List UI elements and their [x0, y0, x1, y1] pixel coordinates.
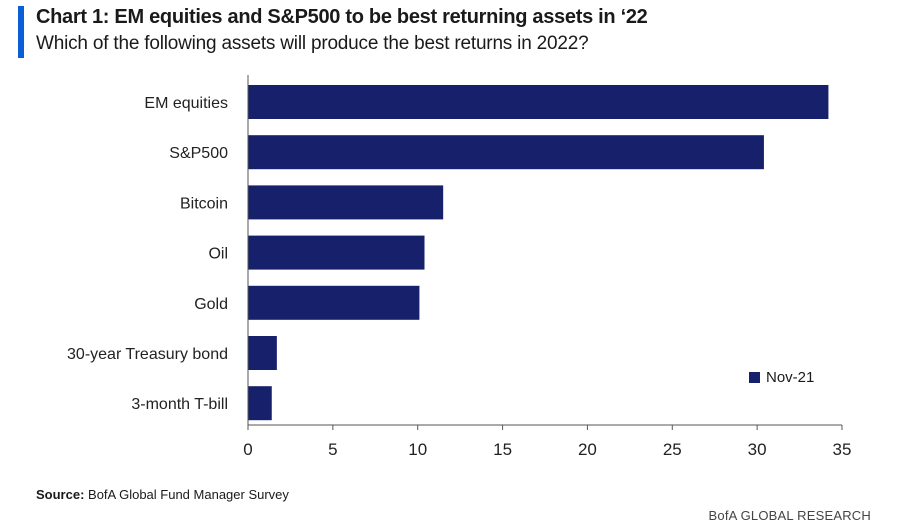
chart-subtitle: Which of the following assets will produ…: [36, 33, 589, 54]
bar: [248, 135, 764, 170]
x-tick-label: 15: [493, 440, 512, 459]
bar: [248, 386, 272, 421]
source-note: Source: BofA Global Fund Manager Survey: [36, 487, 289, 502]
chart-title: Chart 1: EM equities and S&P500 to be be…: [36, 6, 648, 28]
title-accent-bar: [18, 6, 24, 58]
brand-label: BofA GLOBAL RESEARCH: [708, 508, 871, 523]
x-tick-label: 5: [328, 440, 337, 459]
x-tick-label: 20: [578, 440, 597, 459]
x-tick-label: 30: [748, 440, 767, 459]
category-label: EM equities: [144, 95, 228, 112]
legend-swatch: [749, 372, 760, 383]
x-tick-label: 25: [663, 440, 682, 459]
source-label: Source:: [36, 487, 85, 502]
source-text: BofA Global Fund Manager Survey: [84, 487, 289, 502]
x-tick-label: 35: [833, 440, 852, 459]
category-label: 3-month T-bill: [131, 396, 228, 413]
category-label: S&P500: [169, 145, 228, 162]
legend: Nov-21: [749, 369, 814, 386]
category-label: 30-year Treasury bond: [67, 346, 228, 363]
bar: [248, 235, 425, 270]
category-label: Gold: [194, 296, 228, 313]
category-label: Bitcoin: [180, 195, 228, 212]
category-label: Oil: [208, 246, 228, 263]
bar: [248, 285, 420, 320]
legend-label: Nov-21: [766, 369, 815, 386]
bar: [248, 185, 444, 220]
bar: [248, 85, 829, 119]
x-tick-label: 10: [408, 440, 427, 459]
bar: [248, 336, 277, 370]
x-tick-label: 0: [243, 440, 252, 459]
